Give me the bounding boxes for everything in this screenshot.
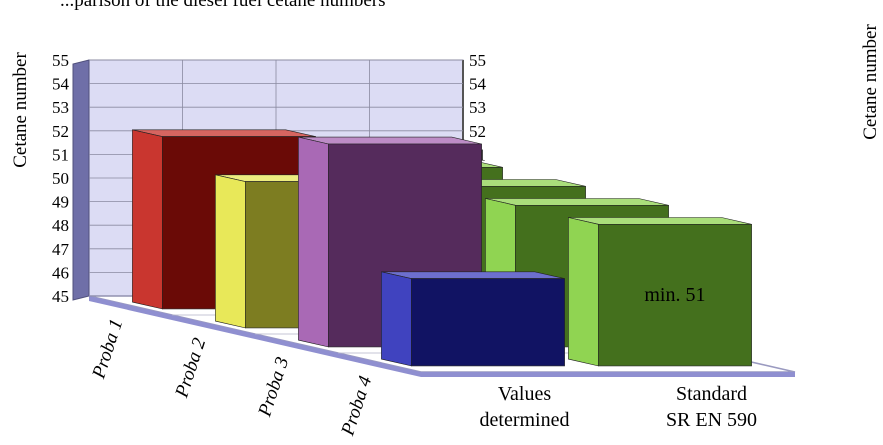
bar-top [132, 129, 316, 137]
y-tick-label-right: 55 [469, 51, 486, 70]
series-label: Proba 4 [337, 373, 376, 439]
bar-side [132, 129, 163, 310]
category-axis-labels: Values determined Standard SR EN 590 [480, 383, 758, 431]
bar-top [298, 136, 482, 145]
bar-front [597, 224, 752, 367]
bar-standard-4 [568, 217, 752, 367]
bar-top [381, 271, 565, 279]
side-wall [72, 59, 90, 301]
bar-side [381, 271, 412, 367]
y-tick-label-left: 52 [52, 122, 69, 141]
y-tick-label-left: 49 [52, 193, 69, 212]
floor-edge-left [89, 296, 421, 377]
bar-determined-4 [381, 271, 565, 367]
bar-data-label: min. 51 [644, 284, 705, 306]
bar-top [485, 198, 669, 206]
chart-caption: ...parison of the diesel fuel cetane num… [60, 0, 386, 11]
series-label: Proba 2 [171, 335, 210, 401]
bar-front [410, 278, 565, 367]
y-tick-label-left: 48 [52, 216, 69, 235]
y-axis-title-left: Cetane number [10, 52, 31, 168]
y-tick-label-right: 52 [469, 122, 486, 141]
category-label: Standard SR EN 590 [666, 383, 757, 431]
y-tick-label-left: 53 [52, 98, 69, 117]
y-tick-label-left: 54 [52, 75, 70, 94]
y-tick-label-left: 45 [52, 287, 69, 306]
y-tick-label-right: 53 [469, 98, 486, 117]
bar-top [568, 217, 752, 225]
y-tick-label-left: 46 [52, 263, 69, 282]
y-tick-label-left: 51 [52, 145, 69, 164]
category-label: Values determined [480, 383, 570, 431]
bar-side [215, 174, 246, 329]
bar-side [568, 217, 599, 367]
bar-side [298, 136, 329, 348]
series-label: Proba 1 [88, 317, 127, 382]
y-axis-title-right: Cetane number [860, 24, 881, 140]
y-tick-label-left: 55 [52, 51, 69, 70]
floor-edge-front [421, 372, 795, 377]
y-tick-label-right: 54 [469, 75, 487, 94]
y-axis-left: 45 46 47 48 49 50 51 52 53 54 55 [52, 51, 70, 306]
y-tick-label-left: 47 [52, 240, 70, 259]
chart-bars: minmin. 51 [132, 129, 752, 367]
series-label: Proba 3 [254, 355, 293, 420]
y-tick-label-left: 50 [52, 169, 69, 188]
